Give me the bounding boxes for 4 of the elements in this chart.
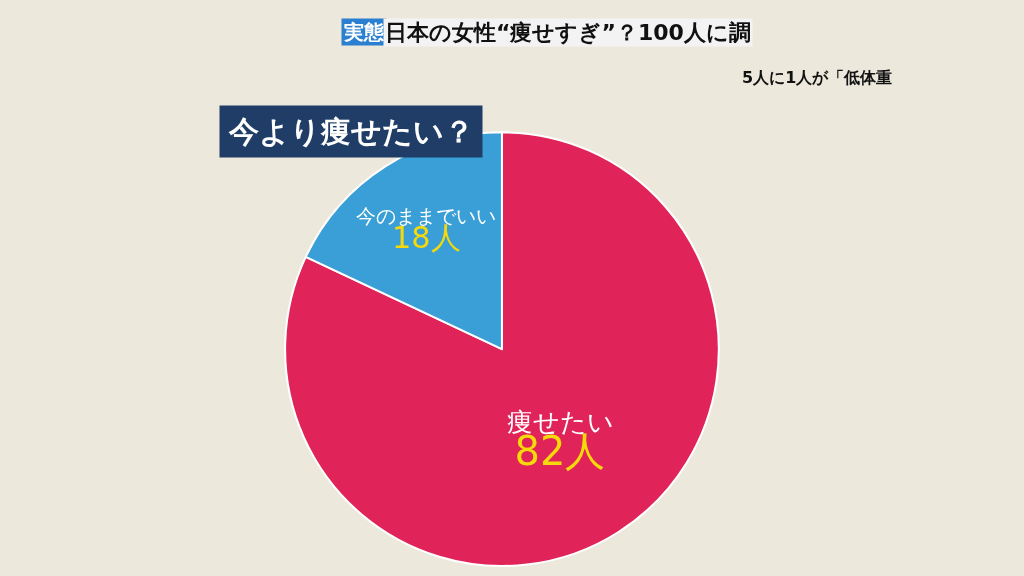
text: 実態 bbox=[343, 20, 385, 44]
text: 日本の女性“痩せすぎ”？100人に調 bbox=[385, 20, 751, 45]
text: 5人に1人が「低体重 bbox=[742, 68, 893, 87]
chart-title: 今より痩せたい？ bbox=[228, 114, 474, 149]
